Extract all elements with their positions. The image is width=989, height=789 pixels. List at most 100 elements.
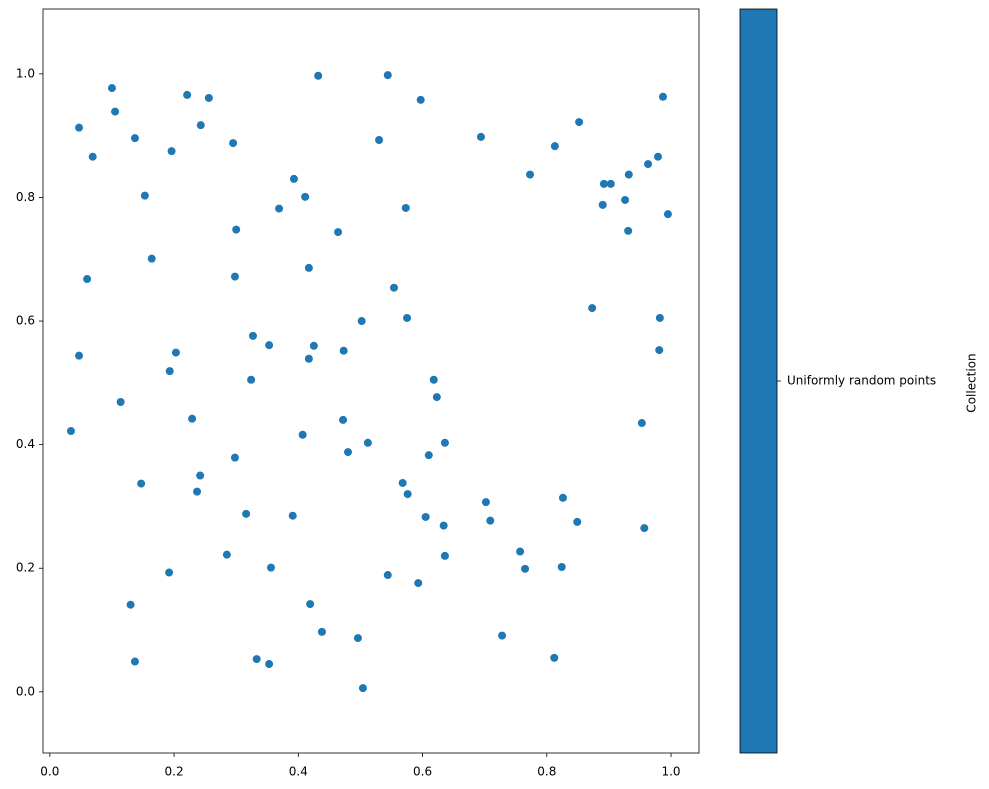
point (344, 448, 353, 457)
point (655, 313, 664, 322)
point (171, 348, 180, 357)
point (75, 351, 84, 360)
point (83, 275, 92, 284)
point (383, 71, 392, 80)
y-tick-label: 0.2 (16, 561, 35, 575)
point (599, 179, 608, 188)
colorbar-label: Collection (965, 353, 979, 412)
point (247, 375, 256, 384)
point (301, 192, 310, 201)
point (663, 210, 672, 219)
point (655, 346, 664, 355)
point (598, 200, 607, 209)
point (640, 524, 649, 533)
colorbar-band (740, 9, 777, 753)
point (248, 331, 257, 340)
point (424, 451, 433, 460)
point (403, 313, 412, 322)
point (353, 634, 362, 643)
point (289, 174, 298, 183)
point (357, 317, 366, 326)
point (606, 179, 615, 188)
point (416, 95, 425, 104)
point (414, 579, 423, 588)
point (140, 191, 149, 200)
point (557, 563, 566, 571)
point (107, 84, 116, 93)
point (432, 393, 441, 402)
point (486, 516, 495, 525)
point (389, 283, 398, 292)
point (232, 225, 241, 234)
point (358, 684, 367, 693)
point (403, 490, 412, 499)
y-tick-label: 1.0 (16, 66, 35, 80)
point (476, 132, 485, 141)
point (637, 419, 646, 428)
point (116, 398, 125, 407)
point (242, 509, 251, 518)
point (439, 521, 448, 530)
point (111, 107, 120, 116)
point (288, 511, 297, 520)
point (621, 195, 630, 204)
point (266, 563, 275, 572)
y-tick-label: 0.4 (16, 437, 35, 451)
point (375, 136, 384, 145)
point (550, 653, 559, 662)
x-tick-label: 0.8 (537, 765, 556, 779)
point (265, 660, 274, 669)
point (644, 160, 653, 169)
point (66, 427, 75, 436)
point (498, 631, 507, 640)
point (334, 228, 343, 237)
point (306, 600, 315, 609)
x-tick-label: 0.0 (40, 765, 59, 779)
colorbar-tick-label: Uniformly random points (787, 374, 936, 388)
point (309, 341, 318, 350)
point (339, 415, 348, 424)
point (573, 517, 582, 526)
point (314, 71, 323, 80)
point (230, 272, 239, 281)
point (421, 512, 430, 521)
point (196, 471, 205, 480)
point (204, 93, 213, 102)
point (130, 657, 139, 666)
y-tick-label: 0.8 (16, 190, 35, 204)
x-tick-label: 0.4 (289, 765, 308, 779)
point (516, 547, 525, 556)
x-tick-label: 1.0 (661, 765, 680, 779)
point (304, 354, 313, 363)
point (275, 204, 284, 213)
point (167, 147, 176, 156)
point (339, 346, 348, 355)
point (193, 487, 202, 496)
point (183, 90, 192, 99)
point (147, 254, 156, 263)
x-tick-label: 0.6 (413, 765, 432, 779)
point (317, 627, 326, 636)
point (137, 479, 146, 488)
point (654, 152, 662, 161)
point (252, 655, 261, 664)
point (126, 600, 135, 609)
point (75, 123, 84, 132)
point (658, 92, 667, 101)
point (481, 498, 490, 507)
point (575, 118, 584, 127)
point (624, 170, 633, 179)
y-tick-label: 0.6 (16, 314, 35, 328)
point (624, 226, 633, 235)
point (165, 367, 174, 376)
point (196, 121, 205, 130)
point (130, 134, 139, 143)
point (230, 453, 239, 462)
point (588, 304, 597, 313)
point (401, 203, 410, 212)
point (440, 438, 449, 447)
colorbar-frame (739, 8, 778, 754)
point (521, 564, 530, 573)
point (526, 170, 535, 179)
